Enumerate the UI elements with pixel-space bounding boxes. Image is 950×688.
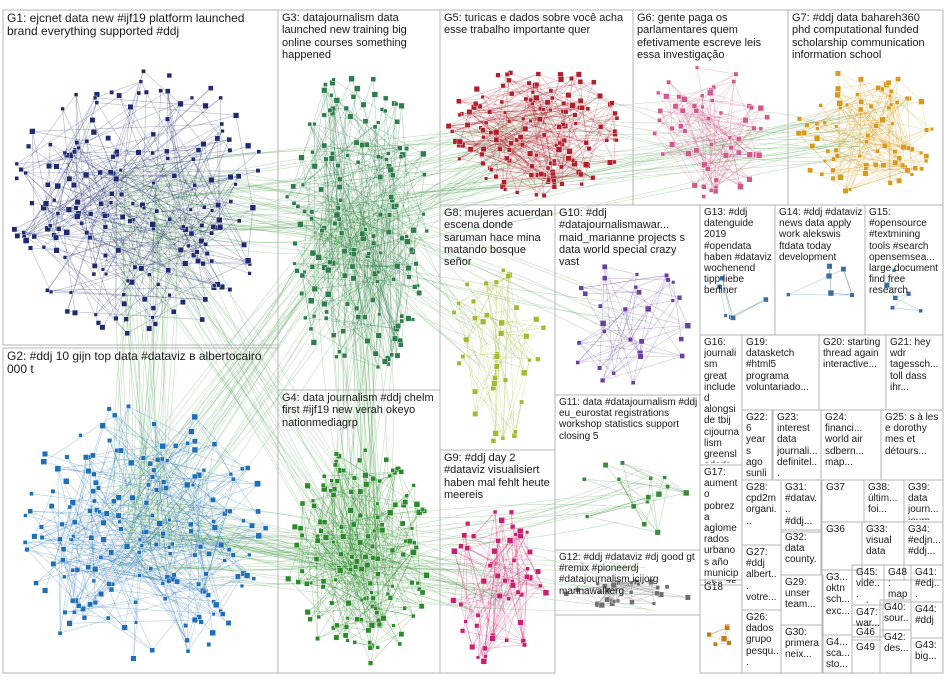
cell-g25 bbox=[880, 409, 944, 481]
nodes-g11 bbox=[582, 460, 690, 536]
cell-g39 bbox=[903, 479, 944, 523]
nodes-g4 bbox=[285, 448, 430, 666]
cell-g21 bbox=[885, 334, 944, 411]
cell-g32 bbox=[780, 529, 822, 576]
nodes-g10 bbox=[575, 264, 692, 385]
cell-g30 bbox=[780, 624, 824, 674]
cell-g20 bbox=[818, 334, 887, 411]
nodes-g2 bbox=[22, 404, 269, 662]
cell-g8 bbox=[439, 204, 556, 451]
cell-g15 bbox=[864, 204, 944, 336]
cell-g38 bbox=[863, 479, 905, 523]
cell-g36 bbox=[821, 521, 863, 571]
cell-g41 bbox=[910, 564, 944, 603]
cell-border-layer bbox=[2, 9, 944, 674]
edge-layer bbox=[14, 67, 933, 664]
cell-g33 bbox=[861, 521, 905, 581]
nodes-g9 bbox=[450, 509, 550, 665]
cell-g22 bbox=[741, 409, 773, 481]
node-layer bbox=[11, 65, 934, 666]
edges-g1 bbox=[14, 71, 259, 334]
cell-g17 bbox=[699, 464, 743, 586]
nodes-g15 bbox=[883, 268, 923, 313]
cell-g48 bbox=[883, 564, 912, 603]
cell-g43 bbox=[910, 637, 944, 674]
edges-g15 bbox=[886, 270, 921, 312]
cell-g31 bbox=[780, 479, 822, 533]
edges-g12 bbox=[566, 581, 688, 606]
cell-g40 bbox=[879, 599, 912, 631]
cell-g49 bbox=[851, 639, 881, 674]
cell-g45 bbox=[851, 564, 885, 606]
edges-g13 bbox=[719, 278, 767, 319]
cell-g47 bbox=[851, 604, 884, 638]
cell-g35 bbox=[821, 569, 853, 636]
cell-g23 bbox=[772, 409, 822, 481]
cell-g14 bbox=[774, 204, 866, 336]
nodes-g7 bbox=[795, 70, 934, 194]
cell-g27 bbox=[741, 544, 782, 611]
cell-g18 bbox=[699, 579, 743, 674]
cell-g26 bbox=[741, 609, 782, 674]
cell-g37 bbox=[821, 479, 865, 523]
nodes-g3 bbox=[285, 75, 429, 370]
edges-g11 bbox=[584, 462, 687, 533]
nodes-g13 bbox=[716, 275, 769, 321]
nodes-g18 bbox=[706, 624, 732, 647]
nodes-g1 bbox=[11, 68, 262, 336]
cell-g44 bbox=[910, 601, 944, 639]
cell-g16 bbox=[699, 334, 743, 466]
cell-g46 bbox=[851, 624, 881, 674]
cell-g28 bbox=[741, 479, 782, 546]
nodes-g5 bbox=[445, 70, 620, 198]
cell-g50 bbox=[879, 629, 912, 674]
nodes-g6 bbox=[652, 65, 770, 199]
nodes-g12 bbox=[563, 579, 691, 609]
cell-g29 bbox=[780, 574, 824, 626]
cell-g19 bbox=[741, 334, 820, 411]
cell-g24 bbox=[820, 409, 882, 481]
edges-g6 bbox=[654, 67, 768, 197]
nodes-g8 bbox=[451, 268, 547, 444]
edges-g2 bbox=[25, 406, 266, 659]
nodes-g14 bbox=[786, 263, 855, 298]
cell-g34 bbox=[903, 521, 944, 581]
cell-g42 bbox=[821, 634, 853, 674]
